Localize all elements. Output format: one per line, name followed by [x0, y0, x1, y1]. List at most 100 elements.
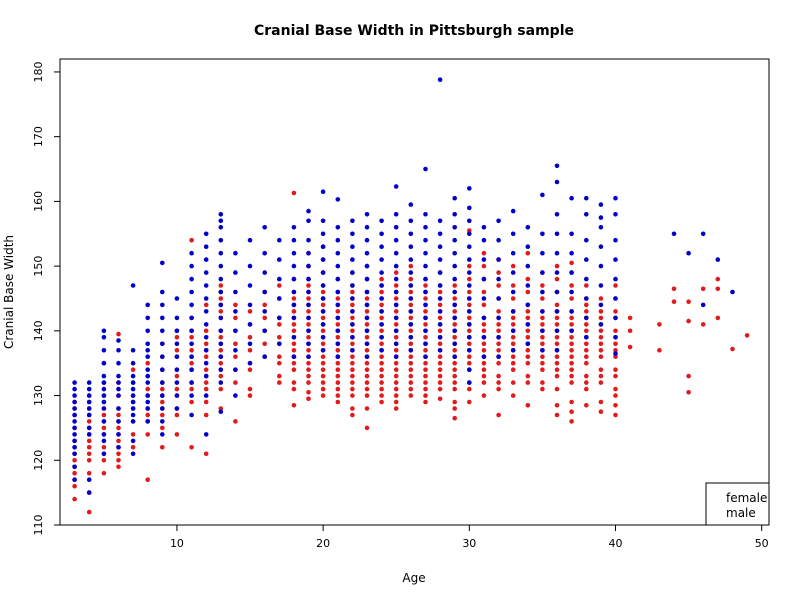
female-point [437, 373, 443, 379]
female-point [467, 315, 472, 321]
female-point [657, 322, 662, 327]
female-point [189, 445, 194, 450]
x-tick-label: 50 [755, 537, 769, 550]
male-point [598, 322, 604, 327]
female-point [72, 458, 77, 463]
female-point [598, 335, 604, 340]
male-point [569, 328, 574, 334]
male-point [467, 205, 472, 211]
male-point [613, 296, 618, 301]
male-point [364, 263, 370, 269]
female-point [408, 393, 414, 398]
female-point [72, 470, 77, 476]
female-point [452, 348, 458, 353]
male-point [189, 263, 194, 269]
male-point [510, 250, 516, 256]
female-point [379, 354, 384, 360]
male-point [408, 202, 414, 207]
female-point [174, 335, 180, 340]
female-point [379, 373, 384, 379]
male-point [554, 163, 560, 169]
female-point [364, 380, 370, 385]
female-point [554, 412, 560, 418]
male-point [569, 289, 574, 295]
male-point [525, 341, 531, 347]
male-point [277, 257, 282, 262]
female-point [350, 393, 355, 398]
male-point [452, 354, 458, 360]
male-point [174, 354, 180, 360]
female-point [525, 250, 531, 256]
female-point [277, 354, 282, 360]
chart-title: Cranial Base Width in Pittsburgh sample [254, 23, 574, 39]
female-point [174, 348, 180, 353]
male-point [277, 237, 282, 243]
male-point [262, 289, 268, 295]
male-point [364, 341, 370, 347]
female-point [189, 348, 194, 353]
male-point [510, 348, 516, 353]
female-point [218, 335, 224, 340]
male-point [306, 237, 311, 243]
male-point [452, 302, 458, 308]
female-point [525, 289, 531, 295]
male-point [130, 373, 136, 379]
female-point [437, 360, 443, 366]
male-point [86, 477, 92, 483]
male-point [320, 270, 326, 275]
male-point [189, 328, 194, 334]
female-point [598, 328, 604, 334]
male-point [350, 348, 355, 353]
female-point [393, 399, 399, 405]
male-point [437, 244, 443, 249]
male-point [72, 406, 77, 411]
male-point [130, 380, 136, 385]
male-point [72, 425, 77, 431]
female-point [540, 335, 545, 340]
male-point [306, 354, 311, 360]
female-point [350, 302, 355, 308]
female-point [452, 367, 458, 373]
male-point [393, 212, 399, 217]
female-point [554, 367, 560, 373]
male-point [467, 380, 472, 385]
female-point [86, 458, 92, 463]
male-point [393, 263, 399, 269]
male-point [437, 296, 443, 301]
male-point [174, 341, 180, 347]
male-point [452, 328, 458, 334]
female-point [350, 367, 355, 373]
female-point [584, 322, 589, 327]
female-point [598, 367, 604, 373]
female-point [569, 380, 574, 385]
male-point [218, 225, 224, 230]
male-point [423, 289, 428, 295]
male-point [584, 237, 589, 243]
male-point [72, 380, 77, 385]
male-point [320, 283, 326, 288]
male-point [554, 348, 560, 353]
female-point [481, 380, 487, 385]
male-point [481, 335, 487, 340]
male-point [291, 289, 297, 295]
female-point [554, 403, 560, 408]
female-point [291, 360, 297, 366]
female-point [423, 360, 428, 366]
female-point [145, 432, 150, 437]
male-point [423, 166, 428, 172]
female-point [554, 386, 560, 392]
female-point [481, 328, 487, 334]
female-point [364, 360, 370, 366]
male-point [408, 309, 414, 314]
male-point [335, 197, 341, 202]
female-point [291, 190, 297, 196]
male-point [437, 348, 443, 353]
female-point [350, 412, 355, 418]
male-point [160, 354, 165, 360]
female-point [218, 386, 224, 392]
female-point [715, 315, 721, 321]
male-point [379, 270, 384, 275]
male-point [218, 328, 224, 334]
male-point [306, 276, 311, 282]
male-point [393, 250, 399, 256]
